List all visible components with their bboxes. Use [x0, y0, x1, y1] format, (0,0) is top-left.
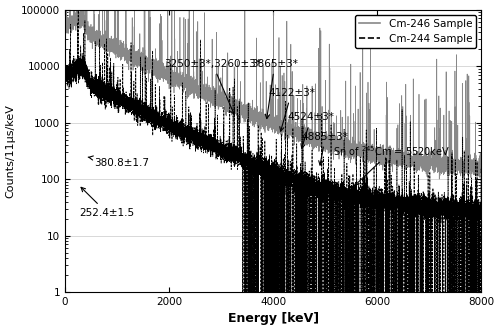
Text: 4524±3*: 4524±3* [288, 112, 335, 148]
Cm-244 Sample [371, 198, 377, 202]
Cm-246 Sample [62, 21, 68, 25]
Cm-244 Sample [75, 9, 81, 13]
Text: 3865±3*: 3865±3* [252, 59, 298, 118]
Cm-246 Sample [478, 163, 484, 166]
Cm-246 Sample [436, 177, 442, 181]
Cm-244 Sample [393, 201, 399, 205]
Text: 252.4±1.5: 252.4±1.5 [80, 187, 135, 218]
X-axis label: Energy [keV]: Energy [keV] [228, 312, 319, 325]
Cm-246 Sample [326, 142, 332, 146]
Text: 4885±3*: 4885±3* [302, 131, 348, 165]
Cm-246 Sample [308, 140, 314, 144]
Cm-246 Sample [371, 154, 377, 158]
Cm-244 Sample [308, 183, 314, 187]
Text: 380.8±1.7: 380.8±1.7 [88, 156, 148, 168]
Cm-246 Sample [213, 94, 219, 98]
Cm-244 Sample [326, 190, 332, 194]
Cm-244 Sample [213, 142, 219, 146]
Cm-244 Sample [240, 290, 246, 294]
Line: Cm-246 Sample: Cm-246 Sample [65, 0, 482, 179]
Line: Cm-244 Sample: Cm-244 Sample [65, 11, 482, 292]
Cm-244 Sample [62, 75, 68, 79]
Text: 4122±3*: 4122±3* [268, 88, 315, 131]
Text: Sn of $^{245}$Cm = 5520keV: Sn of $^{245}$Cm = 5520keV [333, 144, 450, 185]
Text: 3250±3*,3260±3*: 3250±3*,3260±3* [164, 59, 261, 115]
Cm-244 Sample [478, 212, 484, 216]
Y-axis label: Counts/11μs/keV: Counts/11μs/keV [6, 104, 16, 198]
Legend: Cm-246 Sample, Cm-244 Sample: Cm-246 Sample, Cm-244 Sample [355, 15, 476, 48]
Cm-246 Sample [393, 156, 399, 160]
Cm-244 Sample [83, 78, 89, 82]
Cm-246 Sample [83, 24, 89, 27]
